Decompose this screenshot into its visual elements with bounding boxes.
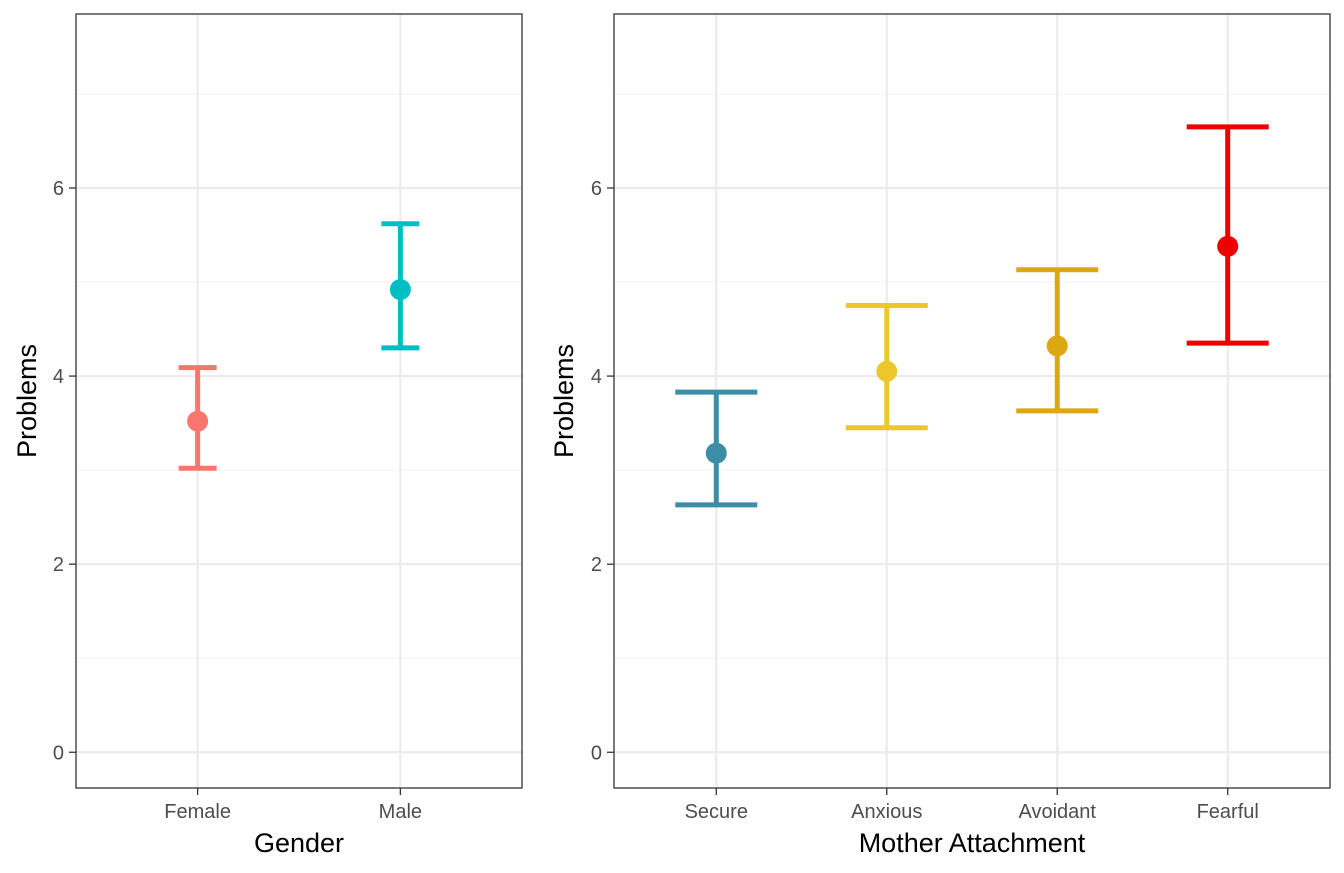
y-tick-label: 6 bbox=[53, 178, 64, 200]
point-fearful bbox=[1217, 235, 1239, 257]
x-axis-title: Gender bbox=[254, 828, 344, 858]
error-bar-layer bbox=[675, 124, 1269, 508]
chart-mother-attachment: 0 2 4 6 Secure Anxious Avoidant Fearful Mother… bbox=[549, 13, 1331, 858]
panel-border bbox=[613, 13, 1331, 789]
x-tick-label-avoidant: Avoidant bbox=[1018, 801, 1096, 823]
y-tick-label: 2 bbox=[591, 554, 602, 576]
x-axis: Female Male bbox=[164, 788, 422, 823]
panel-border bbox=[75, 13, 523, 789]
y-tick-label: 4 bbox=[591, 366, 602, 388]
x-tick-label-anxious: Anxious bbox=[851, 801, 922, 823]
point-secure bbox=[705, 442, 727, 464]
point-female bbox=[187, 410, 209, 432]
y-axis-title: Problems bbox=[12, 344, 42, 458]
point-layer bbox=[187, 279, 411, 432]
y-axis: 0 2 4 6 bbox=[591, 178, 614, 764]
y-tick-label: 0 bbox=[591, 742, 602, 764]
y-tick-label: 0 bbox=[53, 742, 64, 764]
x-tick-label-female: Female bbox=[164, 801, 231, 823]
x-tick-label-fearful: Fearful bbox=[1197, 801, 1259, 823]
y-tick-label: 2 bbox=[53, 554, 64, 576]
y-tick-label: 4 bbox=[53, 366, 64, 388]
point-male bbox=[389, 279, 411, 301]
x-tick-label-male: Male bbox=[379, 801, 422, 823]
grid-layer bbox=[76, 14, 522, 788]
y-tick-label: 6 bbox=[591, 178, 602, 200]
y-axis: 0 2 4 6 bbox=[53, 178, 76, 764]
point-layer bbox=[705, 235, 1239, 464]
x-tick-label-secure: Secure bbox=[685, 801, 748, 823]
grid-layer bbox=[614, 14, 1330, 788]
y-axis-title: Problems bbox=[549, 344, 579, 458]
error-bar-layer bbox=[178, 221, 420, 471]
x-axis-title: Mother Attachment bbox=[859, 828, 1086, 858]
point-avoidant bbox=[1046, 335, 1068, 357]
error-bar-fearful bbox=[1186, 124, 1269, 346]
point-anxious bbox=[876, 360, 898, 382]
x-axis: Secure Anxious Avoidant Fearful bbox=[685, 788, 1259, 823]
chart-gender: 0 2 4 6 Female Male Gender Problems bbox=[12, 13, 523, 858]
